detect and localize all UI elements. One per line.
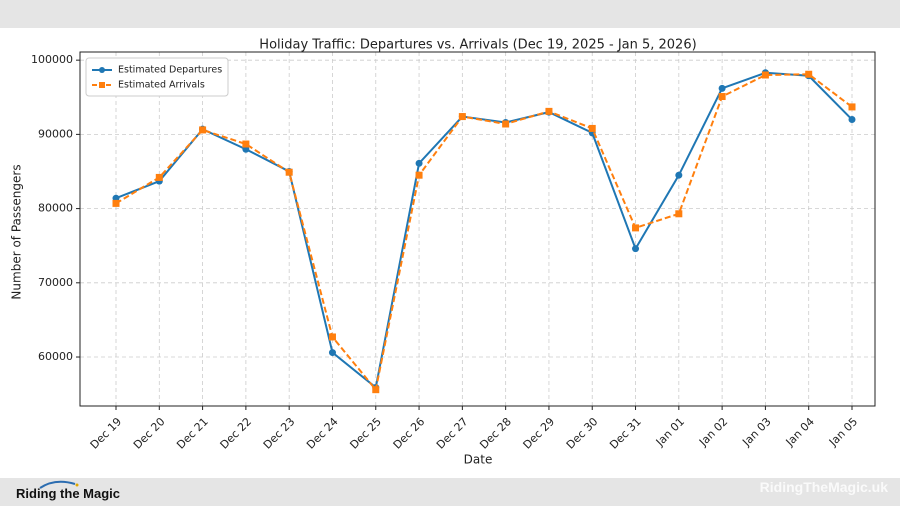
marker [675,171,683,179]
marker [718,93,726,101]
marker [675,210,683,218]
marker [805,70,813,78]
x-tick-label: Dec 24 [304,415,341,452]
x-tick-label: Dec 31 [607,415,644,452]
y-tick-label: 100000 [31,53,73,66]
x-tick-label: Jan 01 [653,415,687,449]
legend-marker [99,82,105,88]
x-tick-label: Dec 27 [434,415,471,452]
marker [328,349,336,357]
marker [761,71,769,79]
marker [328,333,336,341]
footer-bar [0,478,900,506]
marker [199,126,207,134]
x-tick-label: Dec 20 [131,415,168,452]
legend-label: Estimated Departures [118,65,222,76]
x-tick-label: Dec 25 [347,415,384,452]
series-line [115,71,853,390]
marker [242,140,250,148]
marker [848,116,856,124]
logo-arc [39,480,79,489]
marker [545,107,553,115]
marker [155,173,163,181]
x-axis-label: Date [464,453,493,467]
marker [588,124,596,132]
y-tick-label: 80000 [38,202,73,215]
marker [372,386,380,394]
x-tick-label: Dec 26 [391,415,428,452]
y-tick-label: 60000 [38,350,73,363]
marker [502,120,510,128]
y-tick-label: 90000 [38,127,73,140]
x-tick-label: Jan 03 [739,415,773,449]
legend-label: Estimated Arrivals [118,80,205,91]
plot-frame [79,51,876,407]
marker [415,171,423,179]
x-tick-label: Dec 21 [174,415,211,452]
x-tick-label: Dec 30 [564,415,601,452]
brand: Riding the Magic [16,486,120,501]
chart: Holiday Traffic: Departures vs. Arrivals… [10,38,876,467]
x-tick-label: Dec 29 [521,415,558,452]
marker [632,245,640,253]
x-tick-label: Dec 22 [218,415,255,452]
chart-title: Holiday Traffic: Departures vs. Arrivals… [259,38,696,53]
marker [112,199,120,207]
x-tick-label: Dec 23 [261,415,298,452]
x-tick-label: Dec 19 [88,415,125,452]
marker [415,159,423,167]
marker [285,168,293,176]
y-axis-label: Number of Passengers [10,164,24,299]
marker [458,113,466,121]
legend-marker [99,67,105,73]
x-tick-label: Jan 04 [783,415,817,449]
marker [718,84,726,92]
marker [632,224,640,232]
legend-box [85,57,229,97]
top-bar [0,0,900,28]
series-line [115,73,853,392]
x-tick-label: Jan 05 [826,415,860,449]
marker [848,103,856,111]
x-tick-label: Jan 02 [696,415,730,449]
site-url: RidingTheMagic.uk [759,479,888,495]
y-tick-label: 70000 [38,276,73,289]
x-tick-label: Dec 28 [477,415,514,452]
